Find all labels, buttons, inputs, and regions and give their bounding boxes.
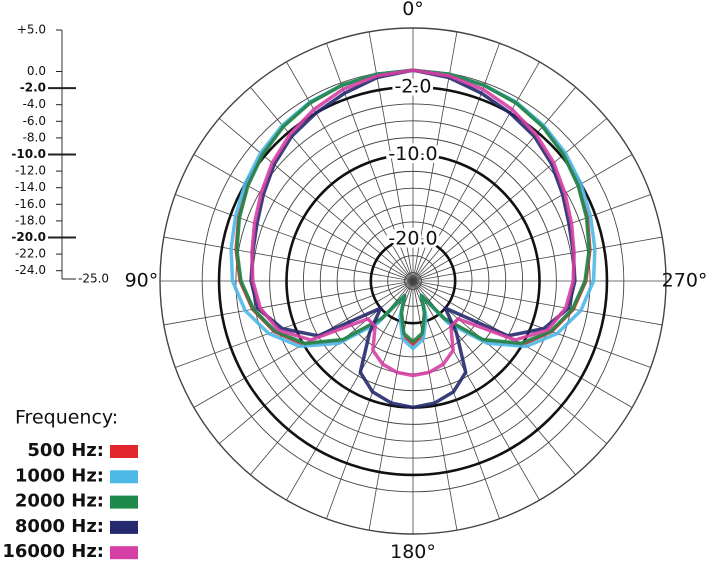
legend-swatch <box>110 546 138 560</box>
scale-label: -10.0 <box>11 147 46 161</box>
angle-label: 270° <box>662 270 708 292</box>
angle-label: 90° <box>125 270 159 292</box>
legend-swatch <box>110 495 138 509</box>
legend-label: 2000 Hz: <box>15 491 104 512</box>
ring-label: -10.0 <box>388 143 437 165</box>
polar-curve <box>235 68 591 346</box>
scale-label: -8.0 <box>23 130 46 144</box>
polar-curve <box>229 68 597 351</box>
scale-label: -24.0 <box>15 263 46 277</box>
ring-label: -20.0 <box>388 227 437 249</box>
scale-label: -25.0 <box>78 272 109 286</box>
ring <box>302 170 524 392</box>
polar-curve <box>250 68 576 378</box>
legend-label: 16000 Hz: <box>2 541 104 562</box>
ring <box>336 204 490 358</box>
scale-label: 0.0 <box>27 64 46 78</box>
legend-swatch <box>110 520 138 534</box>
major-ring <box>369 237 457 325</box>
major-ring <box>217 85 609 477</box>
scale-label: -18.0 <box>15 213 46 227</box>
legend-label: 500 Hz: <box>27 440 104 461</box>
scale-label: -20.0 <box>11 230 46 244</box>
scale-label: +5.0 <box>17 23 46 37</box>
angle-label: 0° <box>402 0 424 20</box>
ring-label: -2.0 <box>394 76 431 98</box>
ring <box>235 103 591 459</box>
scale-label: -12.0 <box>15 164 46 178</box>
legend-swatch <box>110 470 138 484</box>
legend-label: 8000 Hz: <box>15 516 104 537</box>
scale-label: -22.0 <box>15 247 46 261</box>
legend-swatch <box>110 445 138 458</box>
ring <box>269 137 557 425</box>
ring <box>404 272 422 290</box>
scale-label: -14.0 <box>15 180 46 194</box>
ring <box>387 255 439 307</box>
polar-curve <box>249 68 577 410</box>
scale-label: -4.0 <box>23 97 46 111</box>
scale-label: -6.0 <box>23 114 46 128</box>
angle-label: 180° <box>390 541 436 563</box>
ring <box>159 27 667 535</box>
scale-label: -16.0 <box>15 197 46 211</box>
scale-label: -2.0 <box>20 81 46 95</box>
legend-title: Frequency: <box>15 407 118 429</box>
legend-label: 1000 Hz: <box>15 465 104 486</box>
